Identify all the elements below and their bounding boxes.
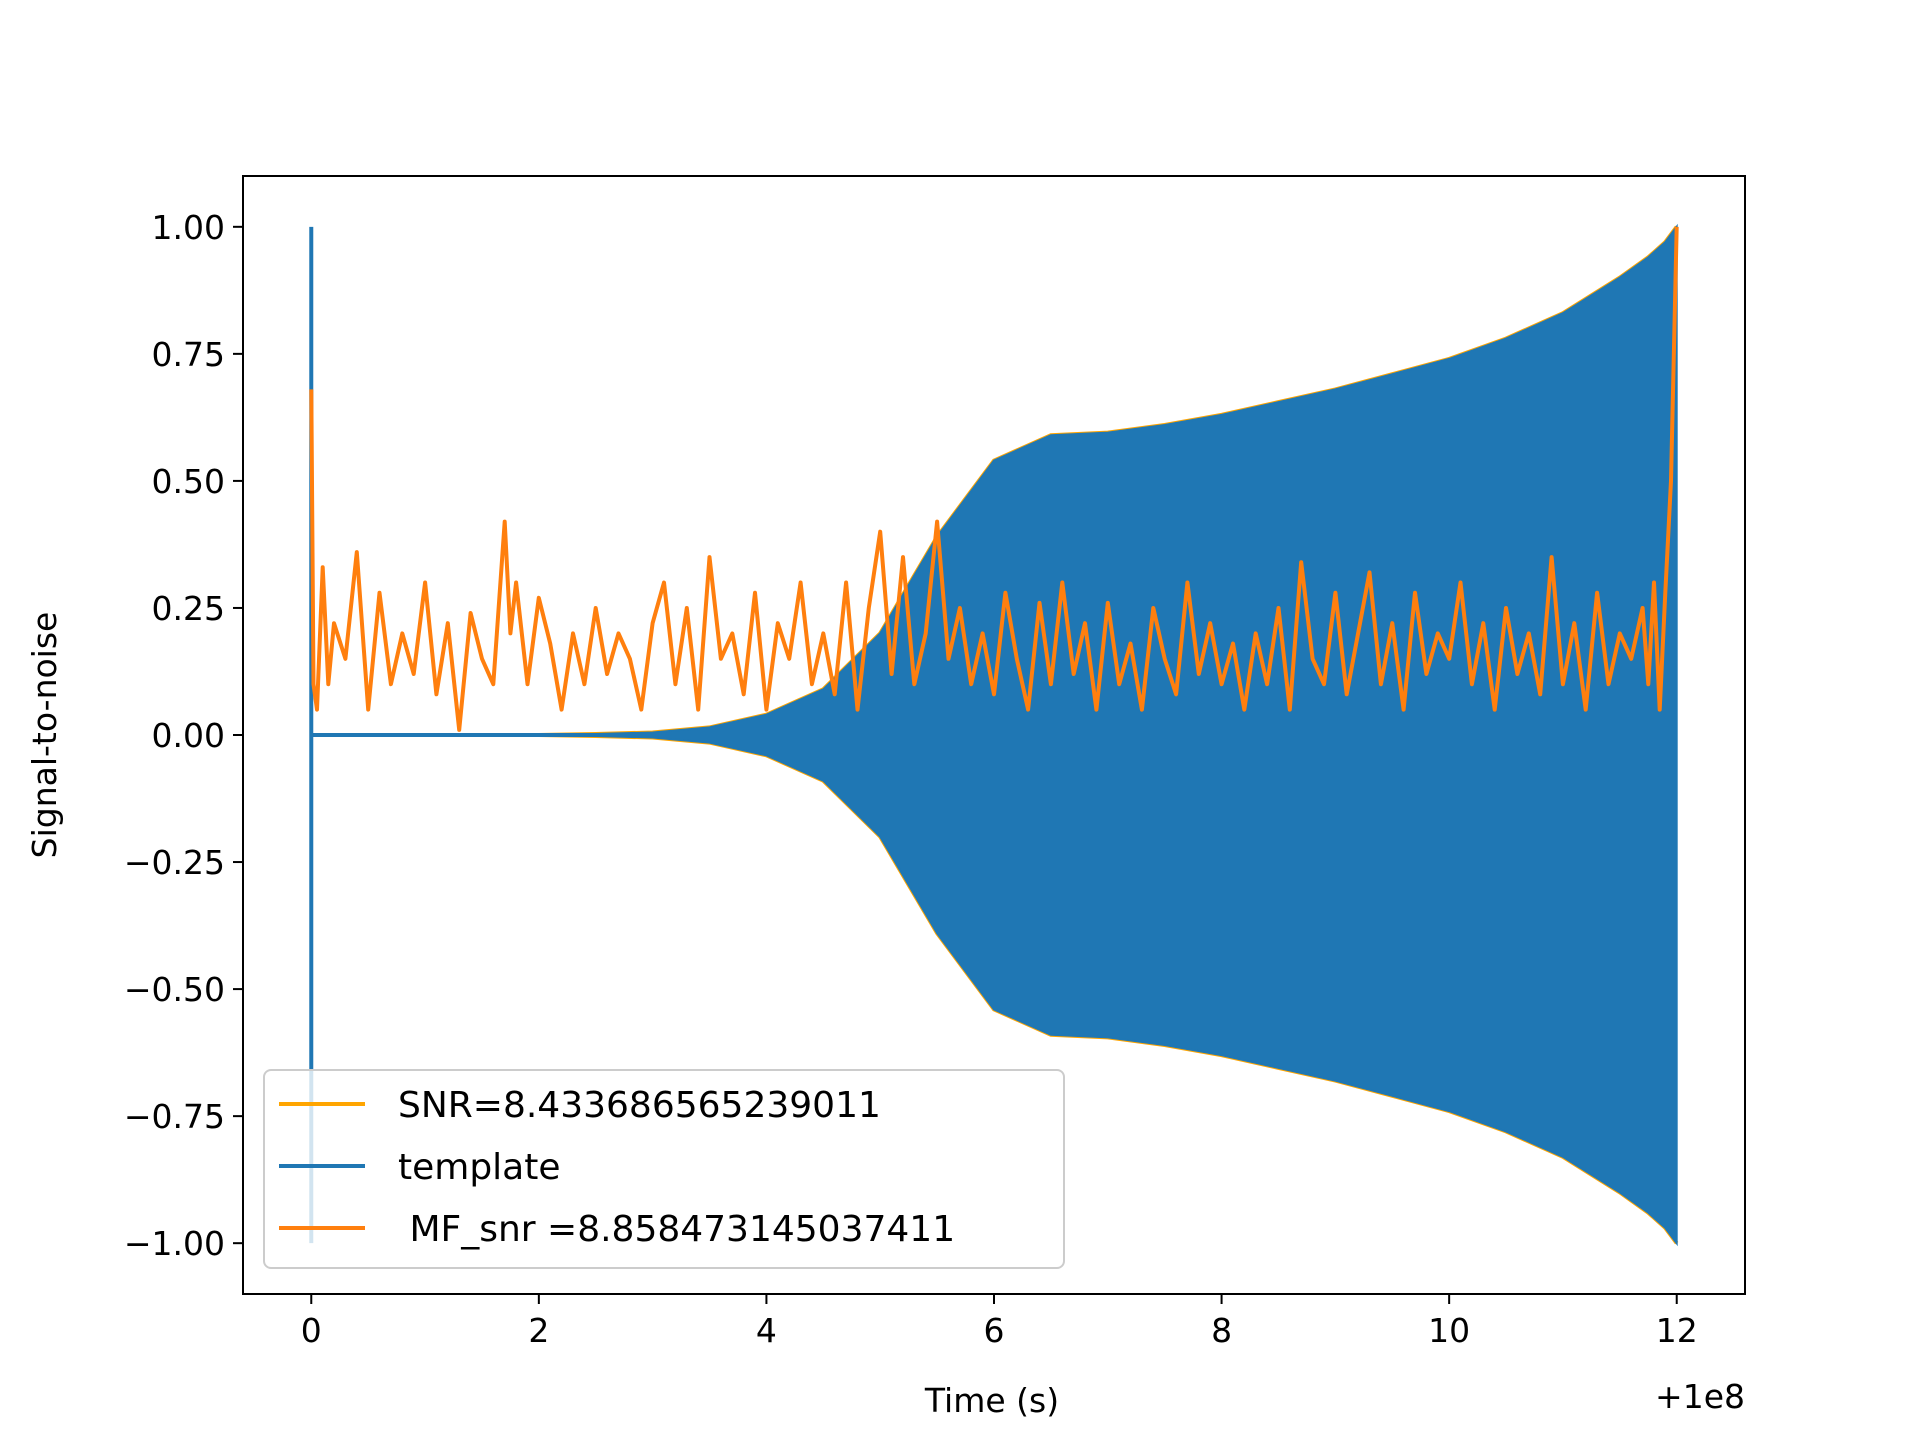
legend-label-template: template	[398, 1147, 561, 1188]
x-tick-label: 10	[1428, 1311, 1470, 1350]
x-tick-label: 4	[756, 1311, 777, 1350]
y-tick-label: 0.00	[152, 716, 225, 755]
y-tick-label: 0.25	[152, 589, 225, 628]
y-tick-label: 0.75	[152, 335, 225, 374]
x-axis-offset-label: +1e8	[1655, 1377, 1745, 1416]
x-tick-label: 6	[984, 1311, 1005, 1350]
y-axis-ticks: 1.00 0.75 0.50 0.25 0.00 −0.25 −0.50 −0.75 −1.00	[124, 208, 243, 1263]
x-tick-label: 12	[1656, 1311, 1698, 1350]
y-tick-label: 0.50	[152, 462, 225, 501]
y-tick-label: −1.00	[124, 1224, 225, 1263]
legend-label-snr: SNR=8.433686565239011	[398, 1085, 881, 1126]
legend-box	[263, 1069, 1065, 1269]
y-tick-label: −0.75	[124, 1097, 225, 1136]
x-tick-label: 2	[528, 1311, 549, 1350]
x-tick-label: 8	[1211, 1311, 1232, 1350]
x-tick-label: 0	[301, 1311, 322, 1350]
x-axis-ticks: 0 2 4 6 8 10 12	[301, 1294, 1698, 1350]
series-layer	[309, 223, 1679, 1247]
y-axis-label: Signal-to-noise	[25, 612, 64, 859]
legend: SNR=8.433686565239011 template MF_snr =8…	[263, 1069, 1065, 1269]
legend-label-mf-snr: MF_snr =8.858473145037411	[398, 1209, 955, 1250]
y-tick-label: 1.00	[152, 208, 225, 247]
y-tick-label: −0.25	[124, 843, 225, 882]
y-tick-label: −0.50	[124, 970, 225, 1009]
x-axis-label: Time (s)	[924, 1381, 1059, 1420]
mf-snr-line	[309, 226, 1679, 732]
